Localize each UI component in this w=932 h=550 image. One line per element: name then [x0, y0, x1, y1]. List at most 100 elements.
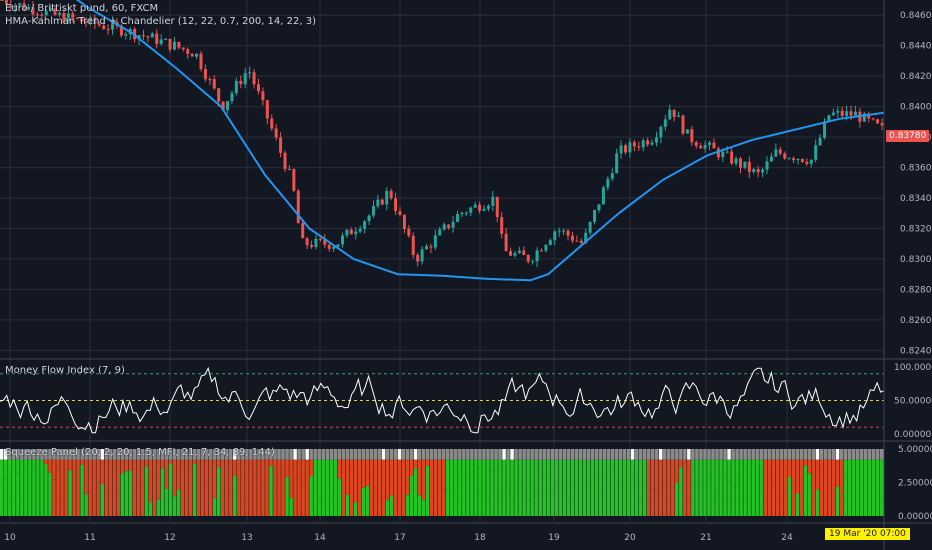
squeeze-bar-top [855, 449, 860, 460]
indicator-legend[interactable]: HMA-Kahlman Trend + Chandelier (12, 22, … [5, 16, 316, 27]
squeeze-bar-lower [4, 479, 8, 516]
squeeze-bar-lower [28, 474, 32, 516]
squeeze-bar-upper [759, 459, 763, 477]
squeeze-bar-upper [735, 459, 739, 480]
squeeze-bar-lower [759, 476, 763, 516]
squeeze-axis[interactable]: 5.00000 2.50000 0.00000 [898, 445, 932, 522]
candle-body [685, 129, 689, 134]
squeeze-bar-top [261, 449, 265, 460]
squeeze-bar-lower [349, 467, 354, 516]
time-axis-label: 10 [4, 533, 16, 543]
candle-body [663, 119, 667, 127]
candle-body [195, 53, 199, 57]
candle-body [168, 38, 172, 50]
squeeze-bar-lower [269, 465, 273, 516]
candle-body [588, 221, 592, 233]
squeeze-bar-lower [606, 481, 611, 516]
squeeze-bar-upper [831, 459, 836, 496]
candle-body [708, 142, 712, 146]
squeeze-bar-upper [490, 459, 494, 471]
candle-body [637, 146, 641, 148]
squeeze-bar-lower [779, 470, 784, 516]
candle-body [221, 101, 225, 111]
squeeze-bar-lower [687, 496, 691, 516]
candle-body [849, 111, 853, 116]
squeeze-bar-upper [795, 459, 800, 494]
squeeze-bar-upper [622, 459, 627, 475]
candle-body [310, 245, 314, 248]
squeeze-bar-upper [349, 459, 354, 468]
squeeze-bar-lower [277, 495, 281, 516]
squeeze-bar-upper [558, 459, 563, 483]
squeeze-bar-upper [747, 459, 751, 498]
candle-body [442, 224, 446, 230]
squeeze-bar-top [96, 449, 100, 460]
squeeze-bar-top [494, 449, 498, 460]
squeeze-bar-top [393, 449, 398, 460]
candle-body [380, 199, 384, 205]
candle-body [818, 137, 822, 146]
squeeze-bar-lower [341, 479, 346, 516]
time-axis-label: 21 [700, 533, 711, 543]
squeeze-bar-upper [843, 459, 848, 479]
squeeze-bar-upper [433, 459, 438, 496]
candle-body [814, 145, 818, 160]
squeeze-bar-lower [518, 482, 522, 516]
squeeze-bar-top [466, 449, 470, 460]
squeeze-bar-upper [486, 459, 490, 502]
squeeze-bar-lower [586, 462, 591, 516]
squeeze-bar-lower [76, 500, 80, 516]
squeeze-bar-upper [136, 459, 141, 487]
squeeze-bar-top [751, 449, 755, 460]
squeeze-bar-top [586, 449, 591, 460]
squeeze-bar-top [462, 449, 466, 460]
time-axis[interactable]: 10 11 12 13 14 17 18 19 20 21 24 [4, 533, 793, 543]
squeeze-bar-upper [630, 459, 635, 477]
squeeze-bar-top [715, 449, 719, 460]
mfi-legend[interactable]: Money Flow Index (7, 9) [5, 365, 125, 376]
candle-body [840, 110, 844, 117]
squeeze-bar-upper [96, 459, 100, 484]
squeeze-bar-lower [859, 480, 864, 516]
candle-body [367, 215, 371, 222]
candle-body [447, 224, 451, 228]
squeeze-bar-lower [204, 480, 209, 516]
last-price-tag: 0.83780 [886, 130, 930, 142]
squeeze-bar-lower [168, 463, 173, 516]
squeeze-bar-top [510, 449, 514, 460]
candle-body [778, 149, 782, 154]
squeeze-legend[interactable]: Squeeze Panel (20, 2, 20, 1.5, MFI, 21, … [5, 447, 275, 458]
squeeze-bar-lower [333, 490, 338, 516]
squeeze-bar-upper [56, 459, 60, 467]
squeeze-bar-lower [437, 484, 442, 516]
squeeze-bar-upper [4, 459, 8, 480]
squeeze-bar-top [245, 449, 249, 460]
candle-body [66, 13, 70, 23]
squeeze-bar-upper [839, 459, 844, 500]
squeeze-bar-upper [859, 459, 864, 481]
squeeze-bar-top [727, 449, 731, 460]
squeeze-bar-top [803, 449, 808, 460]
candle-body [800, 158, 804, 162]
squeeze-bar-top [554, 449, 559, 460]
price-axis[interactable]: 0.846000.844000.842000.840000.838000.836… [900, 11, 932, 356]
squeeze-bar-upper [474, 459, 478, 475]
candle-body [548, 240, 552, 245]
squeeze-bar-upper [699, 459, 703, 479]
symbol-legend[interactable]: Euro / Brittiskt pund, 60, FXCM [5, 3, 159, 14]
time-axis-label: 12 [164, 533, 175, 543]
squeeze-bar-upper [634, 459, 639, 488]
squeeze-bar-top [871, 449, 876, 460]
squeeze-bar-upper [389, 459, 394, 496]
mfi-level-lines [0, 373, 884, 428]
squeeze-bar-top [470, 449, 474, 460]
squeeze-bar-top [104, 449, 108, 460]
mfi-axis[interactable]: 100.00000 50.00000 0.00000 [894, 363, 932, 440]
squeeze-bar-lower [675, 482, 679, 516]
squeeze-bar-upper [233, 459, 237, 476]
squeeze-bar-upper [767, 459, 771, 479]
